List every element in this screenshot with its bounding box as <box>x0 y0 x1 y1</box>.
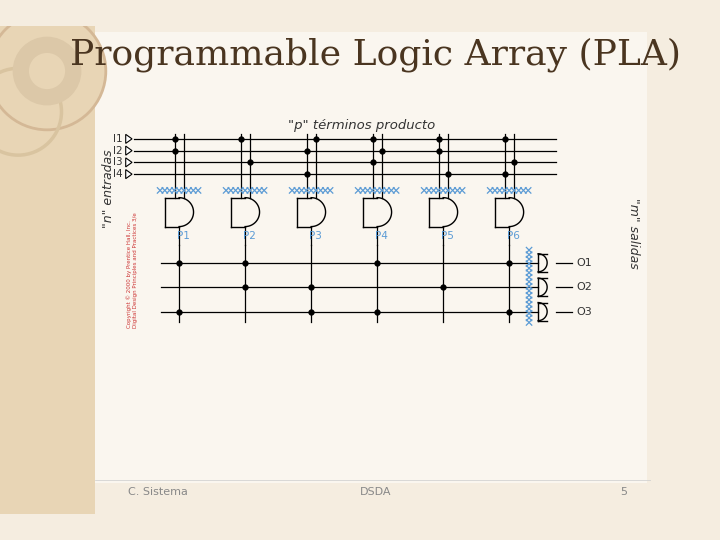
Text: O2: O2 <box>576 282 592 292</box>
Polygon shape <box>126 134 132 144</box>
Text: I1: I1 <box>113 134 123 144</box>
Text: P4: P4 <box>375 231 388 241</box>
Bar <box>95 32 647 483</box>
Text: 5: 5 <box>621 487 628 497</box>
Text: C. Sistema: C. Sistema <box>128 487 188 497</box>
Circle shape <box>0 12 106 130</box>
Text: Programmable Logic Array (PLA): Programmable Logic Array (PLA) <box>70 37 681 72</box>
Text: "n" entradas: "n" entradas <box>102 149 115 228</box>
Polygon shape <box>126 158 132 167</box>
Text: P5: P5 <box>441 231 454 241</box>
Text: "p" términos producto: "p" términos producto <box>288 119 436 132</box>
Circle shape <box>13 37 81 105</box>
Text: I4: I4 <box>113 169 123 179</box>
Text: "m" salidas: "m" salidas <box>626 198 639 269</box>
Text: P3: P3 <box>310 231 322 241</box>
Text: P2: P2 <box>243 231 256 241</box>
Text: P1: P1 <box>177 231 190 241</box>
Text: I2: I2 <box>113 146 123 156</box>
Text: DSDA: DSDA <box>359 487 391 497</box>
Bar <box>0 26 95 514</box>
Polygon shape <box>126 146 132 155</box>
Text: O3: O3 <box>576 307 592 316</box>
Text: I3: I3 <box>113 157 123 167</box>
Polygon shape <box>126 170 132 179</box>
Circle shape <box>29 53 65 89</box>
Text: P6: P6 <box>508 231 521 241</box>
Text: O1: O1 <box>576 258 592 268</box>
Text: Copyright © 2000 by Prentice Hall, Inc.
Digital Design Principles and Practices : Copyright © 2000 by Prentice Hall, Inc. … <box>127 212 138 328</box>
